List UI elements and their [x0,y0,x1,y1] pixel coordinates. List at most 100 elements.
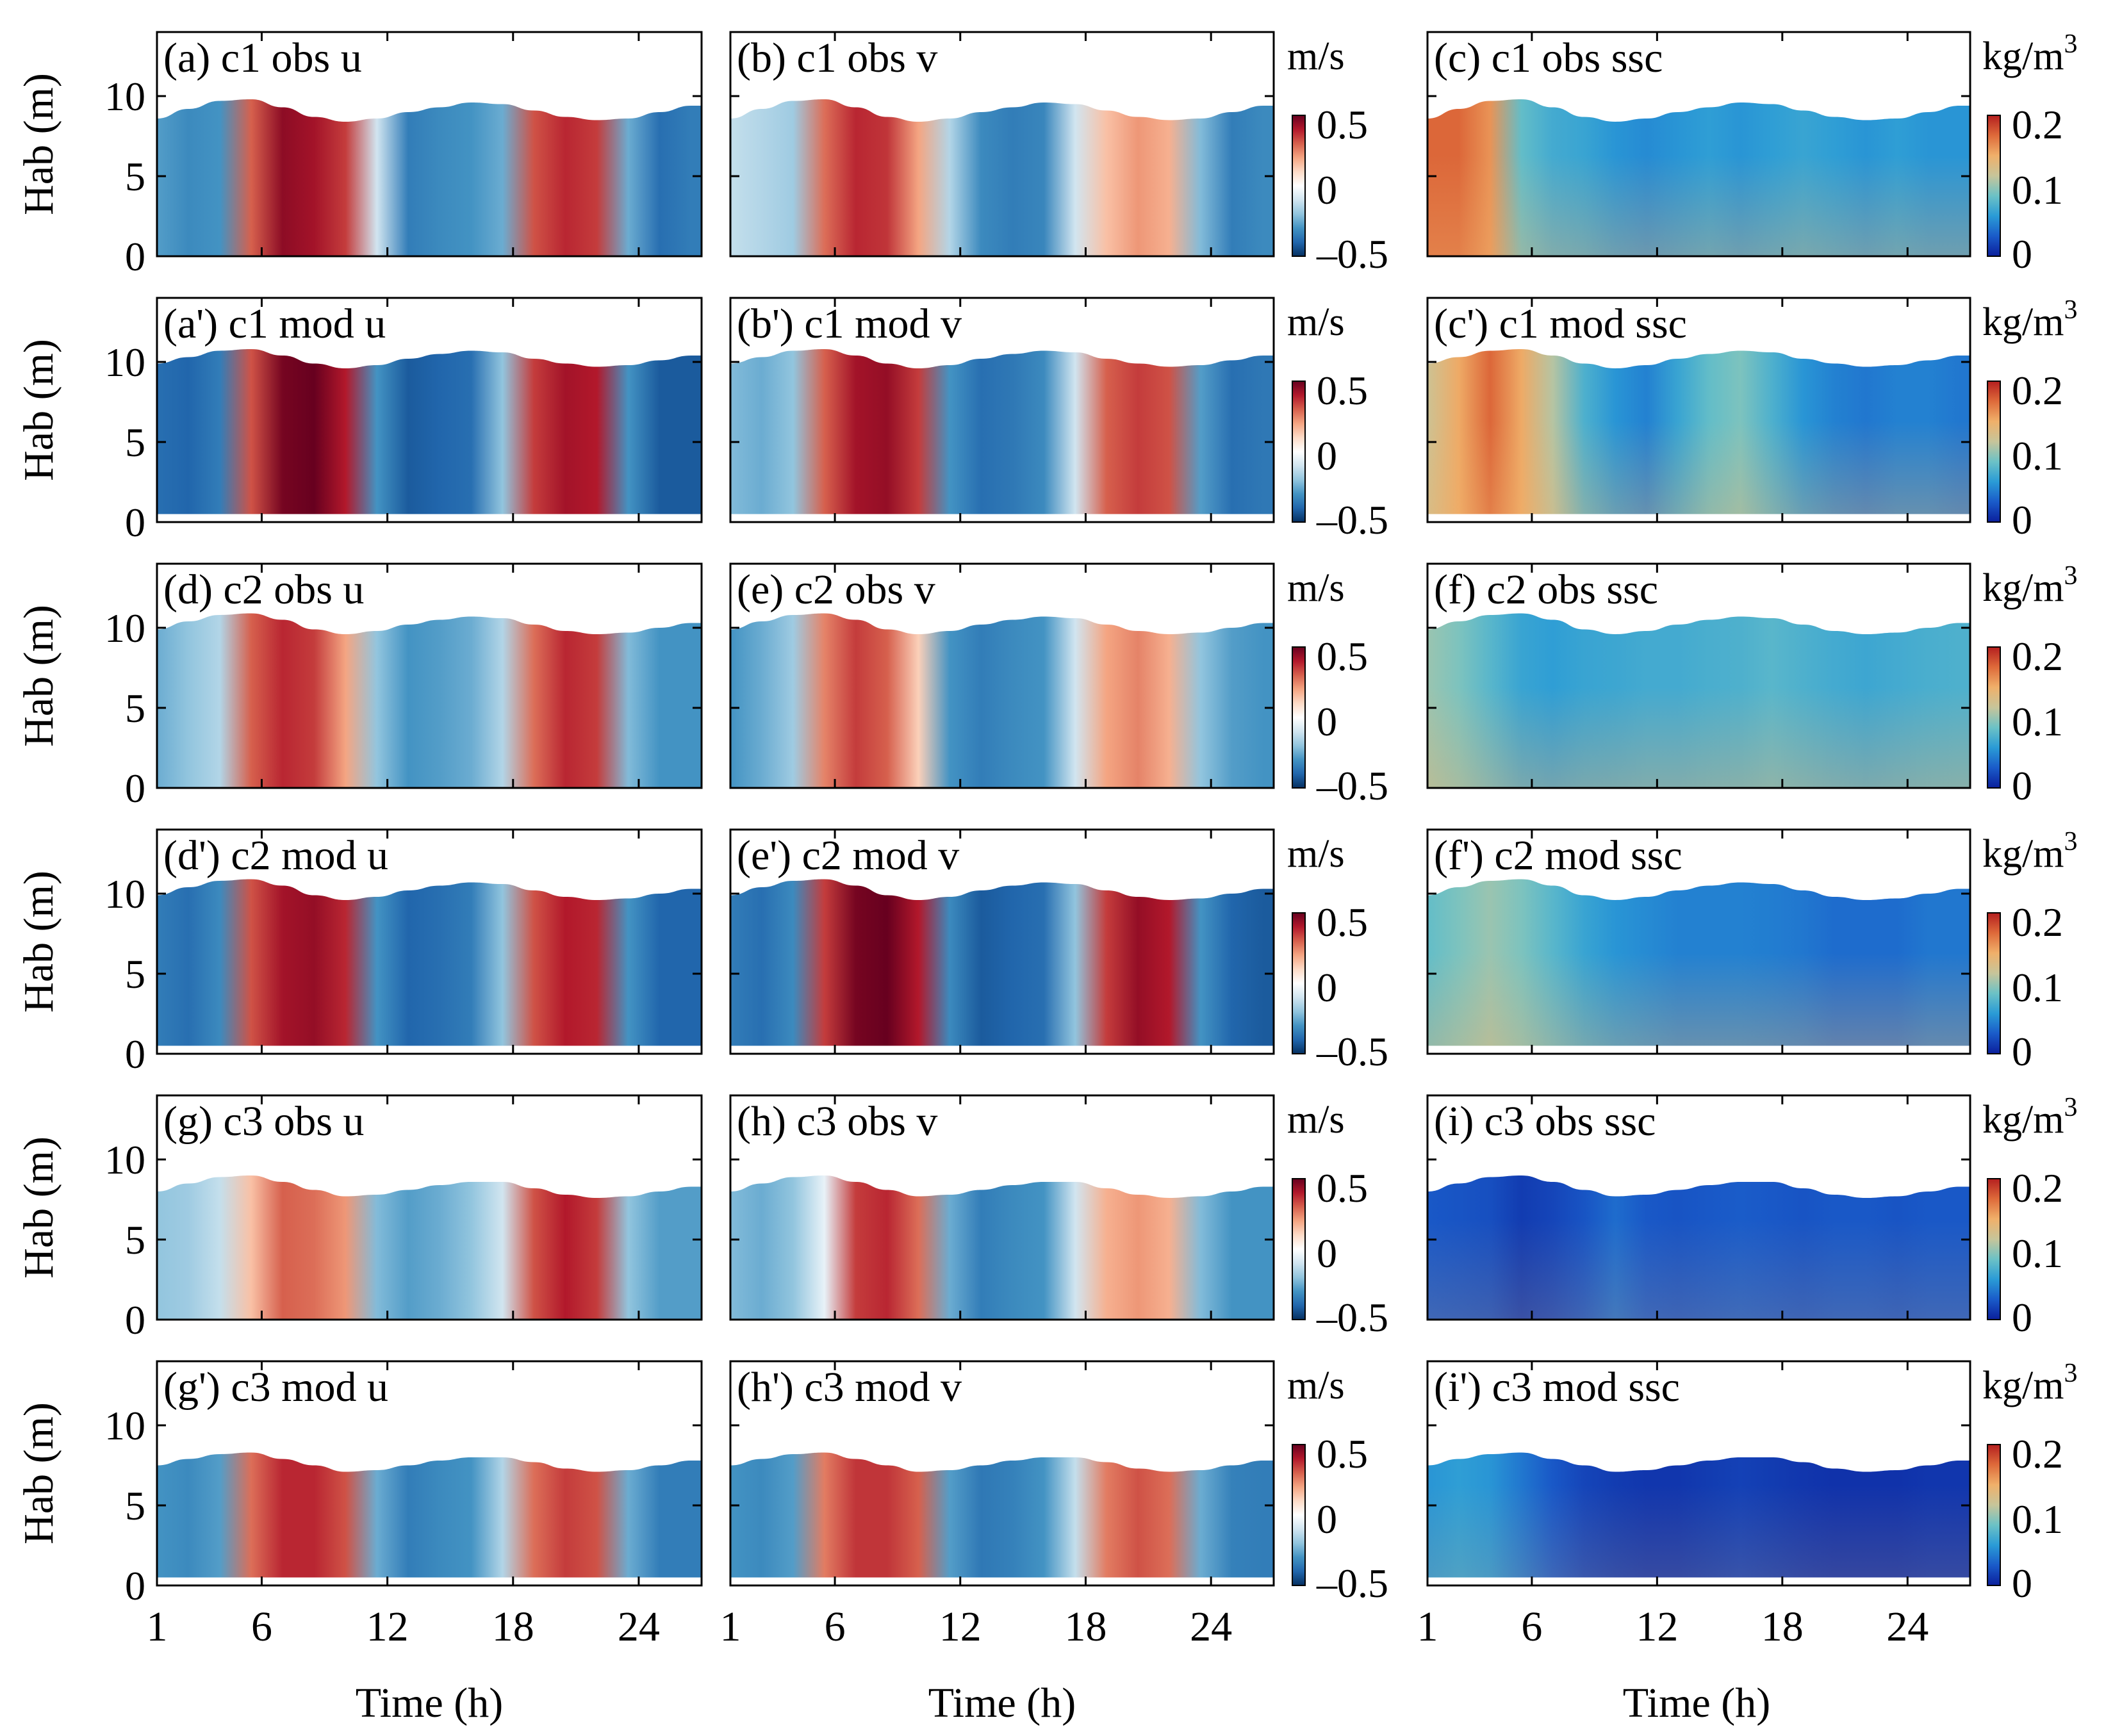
panel-title: (g') c3 mod u [163,1364,388,1411]
panel-ssc-c3-obs: (i) c3 obs ssc [1426,1094,1971,1321]
colorbar-ssc: 0.2 0.1 0 kg/m3 [1982,1093,2077,1340]
colorbar-ssc: 0.2 0.1 0 kg/m3 [1982,561,2077,808]
x-tick-label: 24 [1190,1603,1232,1650]
field-fill [157,349,702,514]
axes-frame [1426,1094,1971,1321]
colorbar-gradient [1987,115,2001,257]
colorbar-tick-label: 0.2 [2012,102,2063,147]
panel-u-c3-mod: (g') c3 mod u 0 5 10 Hab (m) 1 6 12 18 24 [15,1360,703,1650]
axes-frame [729,562,1275,789]
x-tick-label: 6 [251,1603,272,1650]
colorbar-gradient [1987,1444,2001,1586]
colorbar-units: m/s [1287,1098,1345,1142]
axes-frame [156,1094,703,1321]
field-ssc [1427,99,1970,256]
colorbar-tick-label: 0 [1317,167,1337,213]
panel-title: (d') c2 mod u [163,832,388,879]
colorbar-units: m/s [1287,566,1345,610]
field-fill [157,1175,702,1320]
field-fill [157,613,702,788]
axes-frame [1426,828,1971,1055]
colorbar-tick-label: 0.2 [2012,1165,2063,1211]
y-tick-label: 5 [125,951,145,997]
colorbar-units: m/s [1287,1364,1345,1407]
colorbar-tick-label: –0.5 [1316,763,1388,808]
panel-ssc-c1-obs: (c) c1 obs ssc [1426,31,1971,258]
field-v [730,613,1274,788]
axes-frame [1426,562,1971,789]
colorbar-v: 0.5 0 –0.5 m/s [1287,832,1388,1074]
colorbar-v: 0.5 0 –0.5 m/s [1287,300,1388,543]
panel-ssc-c2-obs: (f) c2 obs ssc [1426,562,1971,789]
y-tick-label: 10 [104,871,145,917]
colorbar-units: kg/m3 [1982,827,2077,876]
colorbar-gradient [1292,646,1306,789]
panel-v-c3-mod: (h') c3 mod v 1 6 12 18 24 [720,1360,1275,1650]
y-tick-label: 0 [125,500,145,545]
colorbar-tick-label: 0.1 [2012,167,2063,213]
colorbar-tick-label: 0.5 [1317,368,1368,413]
colorbar-ssc: 0.2 0.1 0 kg/m3 [1982,827,2077,1074]
x-axis-label: Time (h) [1623,1680,1770,1726]
panel-u-c1-mod: (a') c1 mod u 0 5 10 Hab (m) [15,297,703,545]
x-tick-label: 24 [1886,1603,1929,1650]
panel-title: (b') c1 mod v [737,300,962,347]
colorbar-units: kg/m3 [1982,561,2077,610]
colorbar-gradient [1987,1178,2001,1320]
y-axis-label: Hab (m) [15,605,62,747]
panel-title: (d) c2 obs u [163,566,364,613]
colorbar-ssc: 0.2 0.1 0 kg/m3 [1982,1359,2077,1606]
colorbar-tick-label: 0 [1317,965,1337,1010]
panel-title: (i') c3 mod ssc [1434,1364,1680,1411]
colorbar-tick-label: 0.2 [2012,1431,2063,1477]
field-fill [730,613,1274,788]
y-tick-label: 5 [125,420,145,465]
panel-v-c1-mod: (b') c1 mod v [729,297,1275,523]
axes-frame [156,562,703,789]
colorbar-gradient [1292,1178,1306,1320]
panel-title: (e) c2 obs v [737,566,935,613]
colorbar-tick-label: 0.5 [1317,102,1368,147]
y-axis-label: Hab (m) [15,1136,62,1279]
colorbar-tick-label: 0 [1317,433,1337,479]
colorbar-units: kg/m3 [1982,29,2077,78]
bottom-enhancement [1427,349,1970,514]
field-fill [157,879,702,1046]
colorbar-tick-label: 0 [2012,497,2032,543]
y-axis-label: Hab (m) [15,1402,62,1544]
axes-frame [729,1360,1275,1587]
axes-frame [1426,1360,1971,1587]
colorbar-tick-label: 0 [2012,231,2032,277]
field-u [157,879,702,1046]
y-tick-label: 0 [125,766,145,811]
field-ssc [1427,1175,1970,1320]
y-tick-label: 0 [125,1563,145,1609]
bottom-enhancement [1427,99,1970,256]
field-u [157,99,702,256]
field-u [157,1452,702,1578]
axes-frame [156,297,703,523]
colorbar-units: kg/m3 [1982,295,2077,344]
panel-title: (h') c3 mod v [737,1364,962,1411]
panel-title: (e') c2 mod v [737,832,959,879]
panel-title: (b) c1 obs v [737,35,937,81]
colorbars: 0.5 0 –0.5 m/s 0.2 0.1 0 kg/m3 0.5 0 –0.5 m/s 0.2 0.1… [1287,29,2077,1606]
panel-ssc-c2-mod: (f') c2 mod ssc [1426,828,1971,1055]
axes-frame [729,297,1275,523]
colorbar-tick-label: 0.1 [2012,1231,2063,1276]
colorbar-tick-label: 0.5 [1317,1431,1368,1477]
colorbar-gradient [1292,381,1306,523]
field-fill [730,349,1274,514]
y-tick-label: 10 [104,605,145,651]
field-ssc [1427,879,1970,1046]
bottom-enhancement [1427,1452,1970,1578]
colorbar-gradient [1292,1444,1306,1586]
x-tick-label: 6 [1521,1603,1542,1650]
axes-frame [156,31,703,258]
colorbar-units: m/s [1287,832,1345,876]
colorbar-tick-label: –0.5 [1316,1560,1388,1606]
panel-title: (f') c2 mod ssc [1434,832,1682,879]
field-ssc [1427,349,1970,514]
axes-frame [1426,297,1971,523]
